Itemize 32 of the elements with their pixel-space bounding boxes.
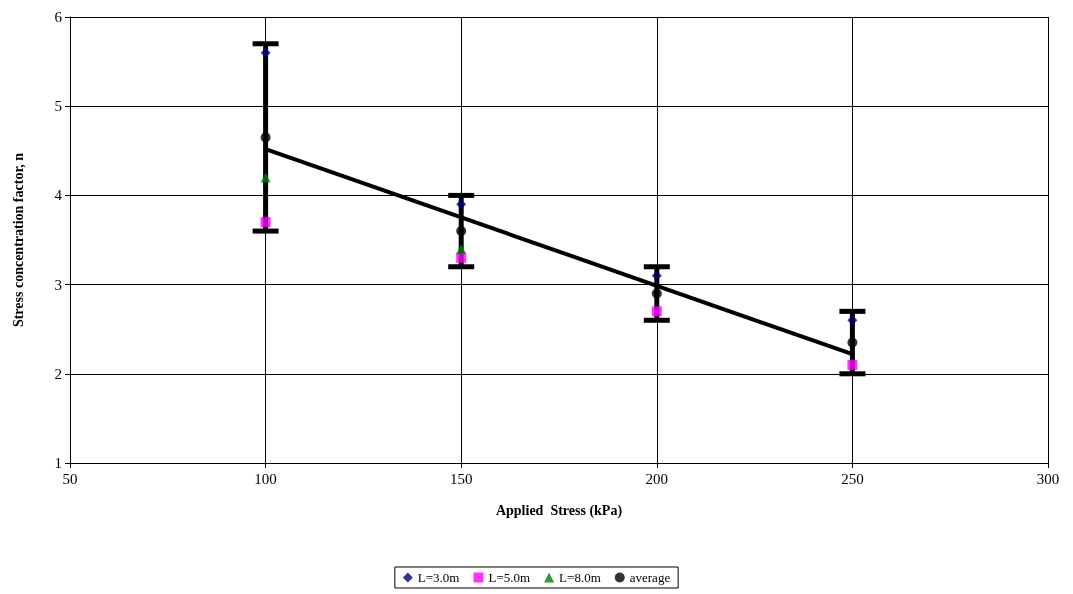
point xyxy=(651,270,662,281)
point xyxy=(847,337,858,348)
point xyxy=(651,306,662,317)
legend-label: L=8.0m xyxy=(559,570,601,585)
y-tick-label: 2 xyxy=(54,365,62,382)
y-tick-label: 4 xyxy=(54,187,63,204)
point xyxy=(847,315,858,326)
y-tick-label: 3 xyxy=(54,276,62,293)
x-tick-label: 100 xyxy=(254,470,277,487)
x-tick-label: 150 xyxy=(449,470,473,487)
point xyxy=(651,288,662,299)
point xyxy=(847,359,858,370)
x-tick-label: 250 xyxy=(841,470,864,487)
x-axis-title: Applied Stress (kPa) xyxy=(495,502,623,519)
point xyxy=(260,132,271,143)
point xyxy=(456,252,467,263)
point xyxy=(456,199,467,210)
y-tick-label: 6 xyxy=(54,9,63,25)
x-tick-label: 200 xyxy=(645,470,669,487)
legend-label: L=3.0m xyxy=(417,570,460,585)
point xyxy=(260,172,271,183)
legend-label: average xyxy=(629,570,671,585)
point xyxy=(260,47,271,58)
y-tick-label: 5 xyxy=(54,98,62,115)
point xyxy=(260,217,271,228)
y-axis-title: Stress concentration factor, n xyxy=(10,152,26,328)
x-tick-label: 50 xyxy=(62,470,78,487)
y-tick-label: 1 xyxy=(54,455,62,471)
point xyxy=(456,226,467,237)
point xyxy=(456,243,467,254)
x-tick-label: 300 xyxy=(1036,470,1060,487)
legend-label: L=5.0m xyxy=(488,570,531,585)
